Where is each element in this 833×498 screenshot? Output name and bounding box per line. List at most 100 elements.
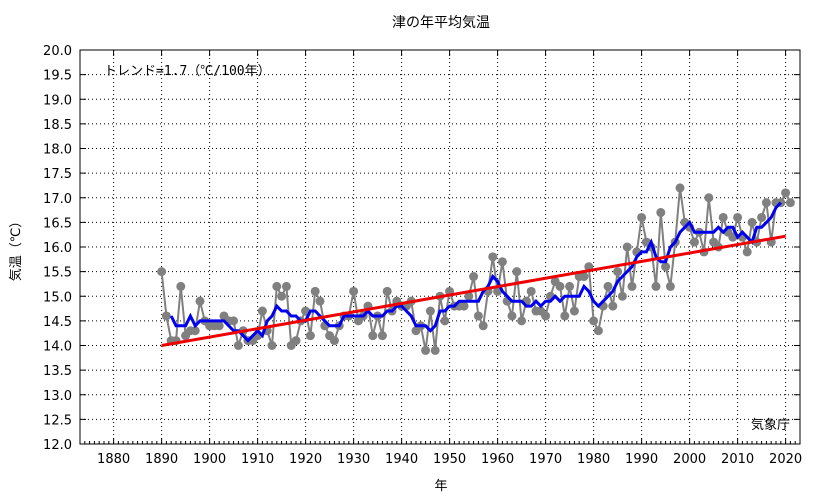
annual-point [512,267,522,277]
annual-point [651,281,661,291]
annual-point [565,281,575,291]
annual-point [190,326,200,336]
annual-series-line [160,187,792,351]
x-tick-label: 1960 [481,452,514,467]
annual-point [277,291,287,301]
annual-point [291,336,301,346]
annual-point [627,281,637,291]
annual-point [560,311,570,321]
y-tick-label: 17.5 [43,167,72,182]
annual-point [526,286,536,296]
x-tick-label: 1930 [337,452,370,467]
annual-point [478,321,488,331]
annual-point [305,331,315,341]
annual-point [267,341,277,350]
annual-point [368,331,378,341]
y-axis-title: 気温（℃） [8,215,24,282]
annual-point [497,257,507,267]
y-axis: 12.0 12.5 13.0 13.5 14.0 14.5 15.0 15.5 16.0 16.5… [43,44,800,453]
annual-point [665,281,675,291]
trend-annotation: トレンド=1.7（℃/100年） [104,64,271,79]
x-axis-title: 年 [434,479,447,494]
x-tick-label: 1880 [97,452,130,467]
x-tick-label: 1980 [577,452,610,467]
y-tick-label: 19.5 [43,69,72,84]
annual-point [382,286,392,296]
y-tick-label: 12.0 [43,438,72,453]
annual-point [656,208,666,218]
annual-point [473,311,483,321]
y-tick-label: 14.0 [43,340,72,355]
x-tick-label: 1900 [193,452,226,467]
y-tick-label: 15.5 [43,266,72,281]
annual-point [488,252,498,262]
y-tick-label: 20.0 [43,44,72,59]
annual-point [195,296,205,306]
annual-point [613,267,623,277]
y-tick-label: 12.5 [43,413,72,428]
annual-point [161,311,171,321]
x-tick-label: 1970 [529,452,562,467]
y-tick-label: 15.0 [43,290,72,305]
annual-point [459,301,469,311]
x-tick-label: 2000 [673,452,706,467]
credit-label: 気象庁 [751,417,790,433]
moving-average-line [169,201,782,343]
chart-title: 津の年平均気温 [392,15,490,31]
annual-point [310,286,320,296]
annual-point [377,331,387,341]
annual-point [603,281,613,291]
trend-line [161,234,786,347]
annual-point [589,316,599,326]
annual-point [675,183,685,193]
annual-point [781,188,791,198]
x-tick-label: 1920 [289,452,322,467]
y-tick-label: 13.0 [43,389,72,404]
annual-point [689,237,699,247]
y-tick-label: 19.0 [43,93,72,108]
annual-point [440,316,450,326]
annual-point [757,212,767,222]
y-tick-label: 18.0 [43,143,72,158]
annual-point [315,296,325,306]
annual-point [464,291,474,301]
annual-point [761,198,771,208]
annual-point [349,286,359,296]
annual-point [704,193,714,203]
x-tick-label: 2020 [769,452,802,467]
annual-point [272,281,282,291]
y-tick-label: 16.5 [43,216,72,231]
annual-point [425,306,435,316]
annual-point [608,301,618,311]
annual-point [329,336,339,346]
annual-point [214,321,224,331]
annual-point [747,217,757,227]
annual-point [785,198,795,208]
annual-point [617,291,627,301]
x-tick-label: 1940 [385,452,418,467]
x-tick-label: 1950 [433,452,466,467]
annual-point [555,281,565,291]
annual-point [507,311,517,321]
x-tick-label: 1990 [625,452,658,467]
series-layer [157,183,795,355]
y-tick-label: 18.5 [43,118,72,133]
y-tick-label: 16.0 [43,241,72,256]
annual-point [733,212,743,222]
x-axis: 1880 1890 1900 1910 1920 1930 1940 1950 1960 1970… [79,50,802,467]
annual-point [421,345,431,355]
annual-point [257,306,267,316]
annual-point [637,212,647,222]
y-tick-label: 17.0 [43,192,72,207]
annual-point [233,341,243,350]
annual-point [742,247,752,257]
annual-point [517,316,527,326]
annual-point [541,311,551,321]
x-tick-label: 1910 [241,452,274,467]
x-tick-label: 2010 [721,452,754,467]
annual-point [229,316,239,326]
annual-point [176,281,186,291]
annual-point [622,242,632,252]
annual-point [281,281,291,291]
